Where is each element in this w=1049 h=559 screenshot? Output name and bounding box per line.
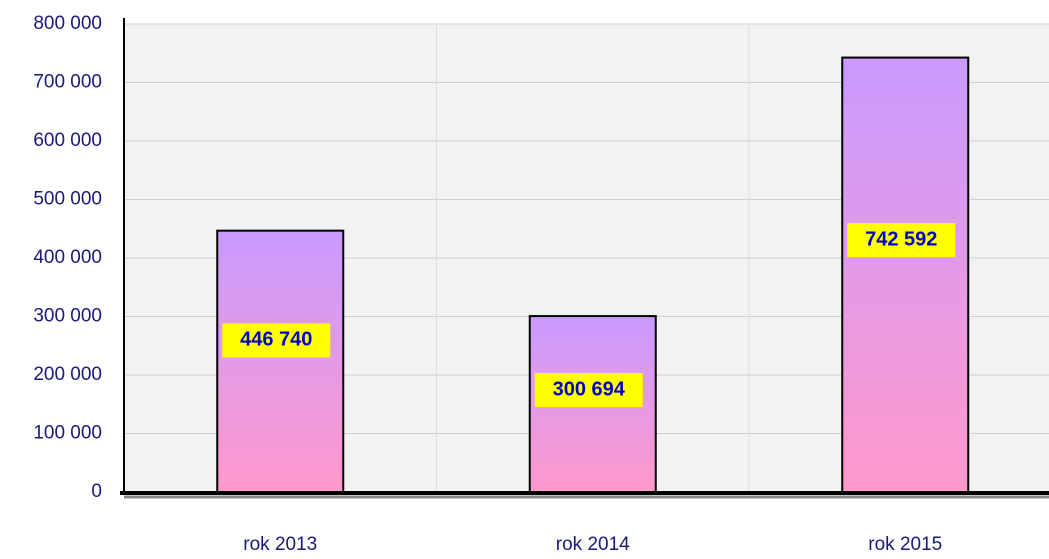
y-tick-label: 300 000 — [33, 306, 102, 327]
y-tick-label: 200 000 — [33, 364, 102, 385]
y-tick-label: 0 — [91, 481, 102, 502]
value-label: 742 592 — [865, 228, 937, 250]
y-tick-label: 100 000 — [33, 423, 102, 444]
x-tick-label: rok 2015 — [868, 534, 942, 554]
y-tick-label: 500 000 — [33, 189, 102, 210]
value-label: 300 694 — [553, 378, 626, 400]
y-tick-label: 700 000 — [33, 72, 102, 93]
value-label: 446 740 — [240, 329, 312, 351]
bar — [216, 229, 345, 493]
value-label-bg — [222, 323, 331, 358]
x-tick-label: rok 2014 — [556, 534, 630, 554]
y-tick-label: 400 000 — [33, 247, 102, 268]
value-label-bg — [847, 223, 956, 258]
y-tick-label: 600 000 — [33, 130, 102, 151]
x-tick-label: rok 2013 — [243, 534, 317, 554]
y-tick-label: 800 000 — [33, 13, 102, 34]
bar — [841, 56, 970, 493]
value-label-bg — [534, 372, 643, 407]
